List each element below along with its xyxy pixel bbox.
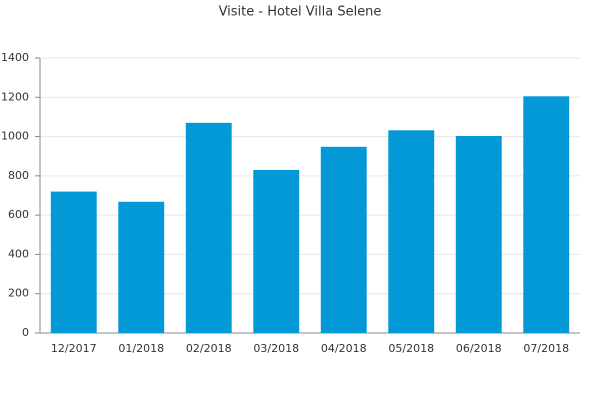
y-tick-label: 600	[8, 208, 29, 221]
x-tick-label: 01/2018	[118, 342, 164, 355]
bar	[523, 96, 570, 333]
x-tick-label: 03/2018	[253, 342, 299, 355]
y-tick-label: 1200	[1, 90, 29, 103]
y-tick-label: 200	[8, 287, 29, 300]
bar	[185, 122, 232, 333]
y-tick-label: 400	[8, 247, 29, 260]
bar	[118, 201, 165, 333]
y-tick-label: 1000	[1, 130, 29, 143]
x-tick-label: 12/2017	[51, 342, 97, 355]
bar	[253, 169, 300, 333]
bar	[50, 191, 97, 333]
x-tick-label: 02/2018	[186, 342, 232, 355]
y-tick-label: 800	[8, 169, 29, 182]
bar	[455, 135, 502, 333]
y-tick-label: 1400	[1, 51, 29, 64]
x-tick-label: 05/2018	[388, 342, 434, 355]
y-tick-label: 0	[22, 326, 29, 339]
bar	[388, 130, 435, 333]
chart-title: Visite - Hotel Villa Selene	[219, 5, 382, 20]
x-tick-label: 04/2018	[321, 342, 367, 355]
bar	[320, 146, 367, 333]
x-tick-label: 06/2018	[456, 342, 502, 355]
x-tick-label: 07/2018	[523, 342, 569, 355]
